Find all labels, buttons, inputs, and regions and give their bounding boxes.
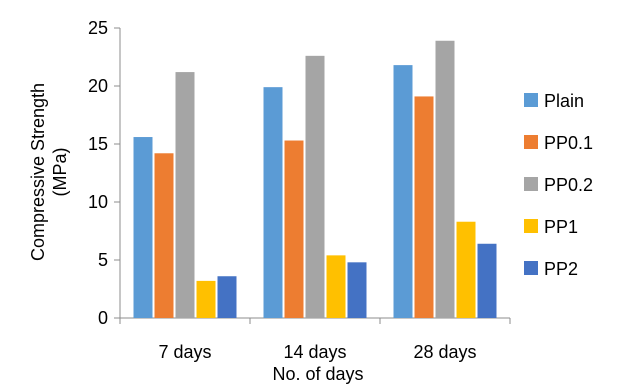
y-tick-label: 20 bbox=[88, 76, 108, 96]
x-tick-label: 14 days bbox=[283, 342, 346, 362]
bar-pp0-2-2 bbox=[435, 40, 455, 318]
bar-pp0-1-0 bbox=[154, 153, 174, 318]
bar-pp1-0 bbox=[196, 280, 216, 318]
y-tick-label: 25 bbox=[88, 18, 108, 38]
bar-pp2-0 bbox=[217, 276, 237, 318]
legend-swatch bbox=[524, 261, 538, 275]
bar-plain-2 bbox=[393, 65, 413, 319]
y-axis-title-line2: (MPa) bbox=[50, 148, 70, 197]
legend-label: PP1 bbox=[544, 217, 578, 237]
bar-pp1-1 bbox=[326, 255, 346, 318]
x-axis: 7 days 14 days 28 days bbox=[119, 317, 511, 362]
legend: Plain PP0.1 PP0.2 PP1 PP2 bbox=[524, 91, 593, 279]
bar-pp0-2-1 bbox=[305, 55, 325, 319]
legend-label: PP0.1 bbox=[544, 133, 593, 153]
y-tick-label: 15 bbox=[88, 134, 108, 154]
bar-pp0-2-0 bbox=[175, 72, 195, 318]
legend-swatch bbox=[524, 219, 538, 233]
bar-plain-0 bbox=[133, 137, 153, 318]
legend-swatch bbox=[524, 135, 538, 149]
x-axis-title: No. of days bbox=[272, 364, 363, 384]
legend-label: Plain bbox=[544, 91, 584, 111]
bar-plain-1 bbox=[263, 87, 283, 318]
y-tick-label: 5 bbox=[98, 250, 108, 270]
legend-swatch bbox=[524, 177, 538, 191]
y-tick-label: 0 bbox=[98, 308, 108, 328]
legend-label: PP0.2 bbox=[544, 175, 593, 195]
bar-pp1-2 bbox=[456, 221, 476, 318]
bar-pp0-1-1 bbox=[284, 140, 304, 318]
y-axis-title-line1: Compressive Strength bbox=[28, 83, 48, 261]
x-tick-label: 28 days bbox=[413, 342, 476, 362]
bar-pp2-1 bbox=[347, 262, 367, 318]
y-axis: 0 5 10 15 20 25 bbox=[88, 18, 121, 328]
x-tick-label: 7 days bbox=[158, 342, 211, 362]
bar-pp2-2 bbox=[477, 243, 497, 318]
y-tick-label: 10 bbox=[88, 192, 108, 212]
bars bbox=[133, 40, 497, 319]
legend-label: PP2 bbox=[544, 259, 578, 279]
legend-swatch bbox=[524, 93, 538, 107]
bar-pp0-1-2 bbox=[414, 96, 434, 318]
